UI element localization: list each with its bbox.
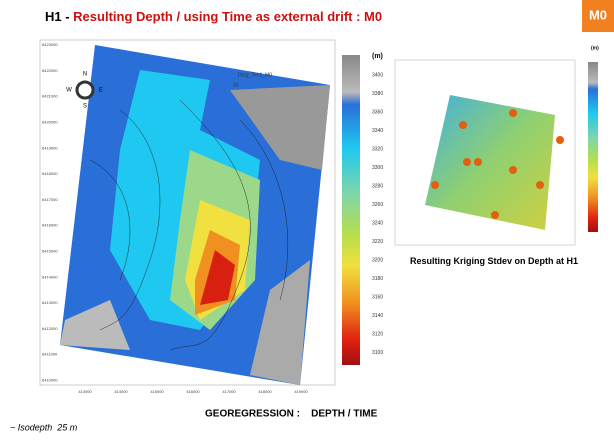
colorbar-tick: 3360 (372, 109, 383, 115)
inset-caption: Resulting Kriging Stdev on Depth at H1 (410, 256, 578, 266)
map-y-label: 6418000 (42, 171, 58, 176)
colorbar-tick: 3380 (372, 91, 383, 97)
map-y-label: 6419000 (42, 145, 58, 150)
colorbar (342, 55, 360, 365)
badge: M0 (589, 7, 607, 22)
compass-w: W (66, 88, 72, 94)
colorbar-tick: 3220 (372, 239, 383, 245)
map-x-label: 416000 (186, 389, 200, 394)
colorbar-tick: 3160 (372, 294, 383, 300)
stdev-map (395, 60, 575, 245)
footer-note: ~ Isodepth 25 m (10, 422, 78, 432)
map-x-label: 415000 (150, 389, 164, 394)
colorbar-tick: 3300 (372, 165, 383, 171)
footer-caption: GEOREGRESSION : DEPTH / TIME (205, 409, 378, 420)
well-label: 31 (233, 82, 239, 88)
compass-e: E (99, 88, 103, 94)
map-y-label: 6412000 (42, 326, 58, 331)
inset-unit: (m) (591, 45, 599, 51)
map-x-label: 417000 (222, 389, 236, 394)
colorbar-tick: 3200 (372, 257, 383, 263)
map-y-label: 6413000 (42, 300, 58, 305)
map-y-label: 6410000 (42, 377, 58, 382)
slide: H1 - Resulting Depth / using Time as ext… (0, 0, 614, 435)
map-y-label: 6414000 (42, 274, 58, 279)
map-y-label: 6423000 (42, 42, 58, 47)
colorbar-tick: 3320 (372, 146, 383, 152)
map-y-label: 6411000 (42, 352, 58, 357)
colorbar-tick: 3140 (372, 313, 383, 319)
colorbar-unit: (m) (372, 53, 383, 60)
map-x-label: 418000 (258, 389, 272, 394)
colorbar-tick: 3120 (372, 331, 383, 337)
map-y-label: 6415000 (42, 248, 58, 253)
colorbar-tick: 3340 (372, 128, 383, 134)
compass-s: S (83, 104, 87, 110)
compass-n: N (83, 72, 87, 78)
colorbar-tick: 3240 (372, 220, 383, 226)
map-label: Dcrg_Tim1_M0 (238, 72, 272, 78)
colorbar-tick: 3280 (372, 183, 383, 189)
colorbar-tick: 3180 (372, 276, 383, 282)
colorbar-tick: 3260 (372, 202, 383, 208)
map-y-label: 6421000 (42, 94, 58, 99)
inset-colorbar (588, 62, 598, 232)
colorbar-tick: 3100 (372, 350, 383, 356)
map-y-label: 6422000 (42, 68, 58, 73)
map-x-label: 419000 (294, 389, 308, 394)
map-y-label: 6420000 (42, 119, 58, 124)
colorbar-tick: 3400 (372, 72, 383, 78)
compass (77, 82, 93, 98)
map-x-label: 413000 (78, 389, 92, 394)
map-y-label: 6416000 (42, 223, 58, 228)
depth-map: Dcrg_Tim1_M0 31 N S E W 6423000 6422000 64… (40, 40, 335, 394)
map-y-label: 6417000 (42, 197, 58, 202)
slide-title: H1 - Resulting Depth / using Time as ext… (45, 9, 382, 24)
map-x-label: 414000 (114, 389, 128, 394)
